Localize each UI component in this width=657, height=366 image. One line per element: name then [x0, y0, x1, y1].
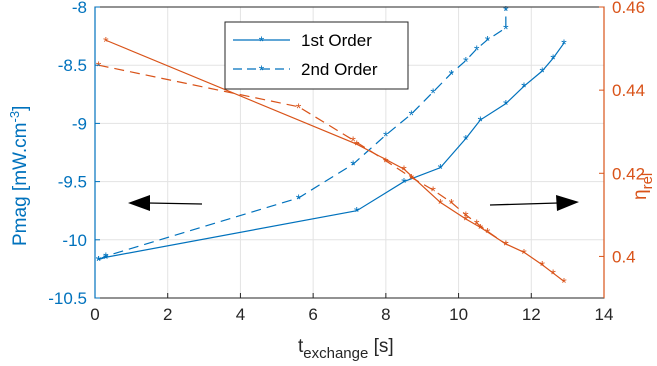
data-point-2nd-order: * [383, 128, 389, 144]
right-y-axis-label: ηrel [630, 173, 656, 200]
x-axis-ticks: 0 2 4 6 8 10 12 14 [90, 293, 613, 324]
legend-entry-1st-order: * 1st Order [233, 31, 372, 50]
x-tick-label: 12 [522, 305, 541, 324]
left-arrow-head [128, 195, 150, 211]
x-tick-label: 14 [595, 305, 614, 324]
data-point-1st-order: * [354, 204, 360, 220]
data-point-1st-order: * [96, 253, 102, 269]
x-tick-label: 4 [236, 305, 245, 324]
left-y-tick-label: -10.5 [48, 289, 87, 308]
legend-label-2nd-order: 2nd Order [301, 60, 378, 79]
data-point-rel-2nd-order: * [503, 237, 509, 253]
data-point-rel-1st-order: * [550, 266, 556, 282]
x-axis-label: texchange [s] [298, 336, 394, 362]
right-y-tick-label: 0.4 [612, 247, 636, 266]
legend-star-marker: * [259, 33, 265, 49]
legend: * 1st Order * 2nd Order [224, 21, 409, 90]
data-point-2nd-order: * [485, 33, 491, 49]
left-y-tick-label: -9 [72, 114, 87, 133]
data-point-rel-2nd-order: * [430, 183, 436, 199]
data-point-rel-2nd-order: * [96, 58, 102, 74]
series-line-rel-2nd-order [98, 64, 507, 245]
data-point-1st-order: * [550, 51, 556, 67]
x-tick-label: 0 [90, 305, 99, 324]
legend-label-1st-order: 1st Order [301, 31, 372, 50]
left-y-tick-label: -10 [62, 231, 87, 250]
right-y-axis-ticks: 0.4 0.42 0.44 0.46 [599, 0, 645, 298]
data-point-1st-order: * [478, 113, 484, 129]
left-y-tick-label: -8 [72, 0, 87, 17]
right-y-tick-label: 0.44 [612, 81, 645, 100]
left-y-tick-label: -8.5 [58, 56, 87, 75]
data-point-rel-1st-order: * [561, 274, 567, 290]
data-point-rel-1st-order: * [354, 137, 360, 153]
data-point-2nd-order: * [430, 85, 436, 101]
right-y-tick-label: 0.46 [612, 0, 645, 17]
series-line-1st-order [98, 42, 565, 261]
left-y-axis-ticks: -10.5 -10 -9.5 -9 -8.5 -8 [48, 0, 100, 308]
data-point-1st-order: * [463, 132, 469, 148]
data-point-2nd-order: * [296, 191, 302, 207]
data-point-rel-1st-order: * [521, 245, 527, 261]
data-point-2nd-order: * [503, 21, 509, 37]
legend-entry-2nd-order: * 2nd Order [233, 60, 378, 79]
x-tick-label: 10 [449, 305, 468, 324]
left-y-axis-label: Pmag [mW.cm-3] [7, 106, 31, 246]
right-y-tick-label: 0.42 [612, 164, 645, 183]
data-point-2nd-order: * [463, 54, 469, 70]
legend-star-marker: * [259, 62, 265, 78]
right-arrow-annotation [489, 195, 579, 211]
data-point-rel-1st-order: * [438, 195, 444, 211]
data-point-1st-order: * [503, 97, 509, 113]
data-point-rel-2nd-order: * [485, 224, 491, 240]
data-point-1st-order: * [401, 175, 407, 191]
x-tick-label: 6 [308, 305, 317, 324]
data-point-2nd-order: * [474, 42, 480, 58]
data-point-rel-2nd-order: * [463, 208, 469, 224]
data-point-2nd-order: * [503, 2, 509, 18]
data-point-rel-1st-order: * [463, 212, 469, 228]
data-point-rel-2nd-order: * [474, 216, 480, 232]
data-point-2nd-order: * [350, 157, 356, 173]
data-point-rel-1st-order: * [103, 33, 109, 49]
data-point-rel-1st-order: * [478, 220, 484, 236]
data-point-1st-order: * [521, 79, 527, 95]
data-point-rel-1st-order: * [503, 237, 509, 253]
data-point-rel-2nd-order: * [296, 100, 302, 116]
series-layer: * ************ ***************************… [96, 2, 567, 290]
data-point-rel-1st-order: * [401, 162, 407, 178]
series-line-rel-1st-order [105, 39, 565, 282]
data-point-2nd-order: * [96, 253, 102, 269]
data-point-2nd-order: * [103, 249, 109, 265]
data-point-1st-order: * [103, 250, 109, 266]
right-arrow-head [556, 195, 579, 211]
data-point-rel-2nd-order: * [409, 170, 415, 186]
data-point-rel-2nd-order: * [449, 195, 455, 211]
data-point-1st-order: * [561, 36, 567, 52]
data-point-1st-order: * [539, 64, 545, 80]
left-y-tick-label: -9.5 [58, 173, 87, 192]
data-point-rel-1st-order: * [539, 258, 545, 274]
right-arrow-shaft [489, 202, 559, 206]
left-arrow-shaft [147, 202, 203, 205]
data-point-2nd-order: * [409, 107, 415, 123]
data-point-1st-order: * [438, 161, 444, 177]
legend-box [224, 21, 409, 90]
data-point-rel-2nd-order: * [350, 133, 356, 149]
series-line-2nd-order [98, 9, 507, 261]
x-tick-label: 2 [163, 305, 172, 324]
data-point-rel-2nd-order: * [383, 154, 389, 170]
left-arrow-annotation [128, 195, 203, 211]
x-tick-label: 8 [381, 305, 390, 324]
data-point-2nd-order: * [449, 66, 455, 82]
